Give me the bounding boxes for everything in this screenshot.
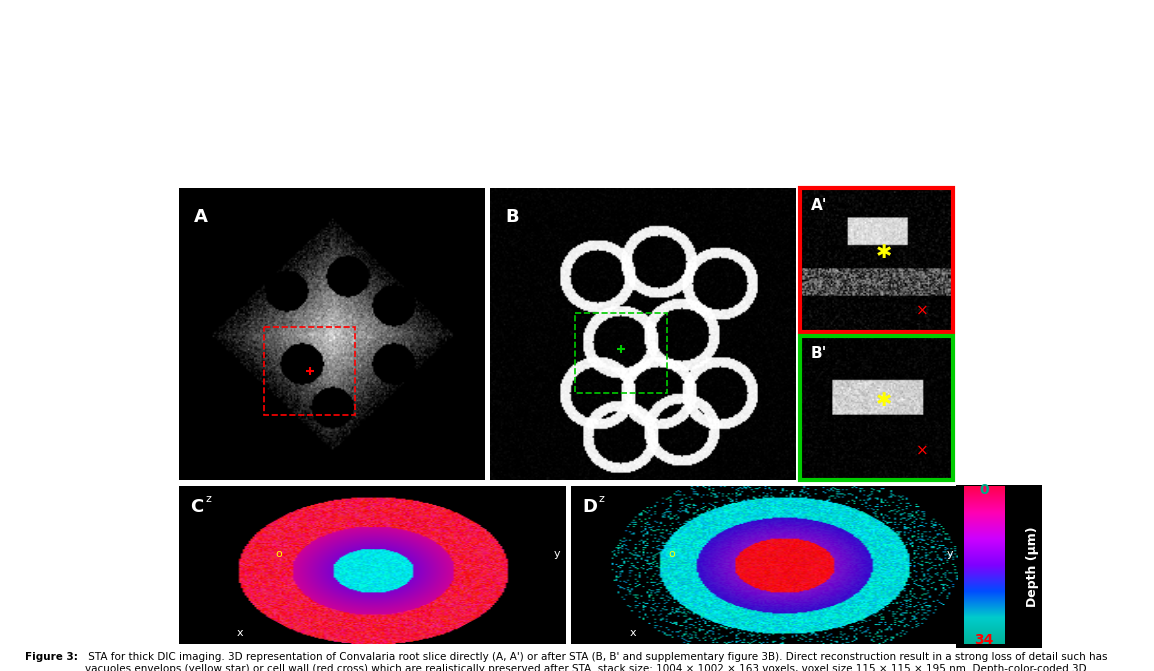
Bar [800, 188, 953, 332]
Text: 34: 34 [974, 633, 994, 648]
Bar [576, 313, 667, 393]
Text: STA for thick DIC imaging. 3D representation of Convalaria root slice directly (: STA for thick DIC imaging. 3D representa… [85, 652, 1149, 671]
Text: B: B [505, 208, 519, 226]
Text: z: z [205, 495, 212, 505]
Text: o: o [276, 550, 283, 560]
Text: D: D [583, 497, 598, 515]
Text: o: o [668, 550, 675, 560]
Text: Figure 3:: Figure 3: [25, 652, 78, 662]
Text: C: C [190, 497, 204, 515]
Text: ✱: ✱ [876, 244, 892, 262]
Text: y: y [946, 550, 953, 560]
Bar [264, 327, 355, 415]
Text: ×: × [916, 303, 929, 318]
Text: A: A [194, 208, 208, 226]
Text: z: z [598, 495, 605, 505]
Text: ✱: ✱ [876, 391, 892, 410]
Text: ×: × [916, 444, 929, 458]
Text: B': B' [810, 346, 826, 360]
Text: x: x [237, 628, 243, 638]
Bar [800, 336, 953, 480]
Text: 0: 0 [979, 483, 989, 497]
Text: y: y [554, 550, 561, 560]
Text: A': A' [810, 198, 827, 213]
Text: Depth (μm): Depth (μm) [1026, 527, 1040, 607]
Text: x: x [629, 628, 636, 638]
